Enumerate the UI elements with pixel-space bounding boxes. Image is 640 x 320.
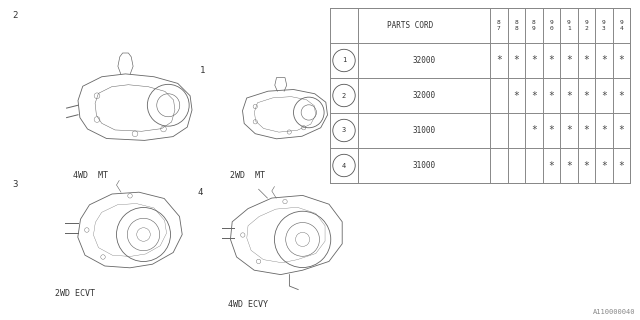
Text: PARTS CORD: PARTS CORD: [387, 21, 433, 30]
Text: *: *: [618, 125, 624, 135]
Text: 1: 1: [200, 66, 205, 75]
Text: *: *: [566, 91, 572, 100]
Text: *: *: [618, 55, 624, 66]
Text: *: *: [583, 125, 589, 135]
Text: 4WD  MT: 4WD MT: [73, 171, 108, 180]
Text: 31000: 31000: [412, 161, 436, 170]
Text: 8
8: 8 8: [515, 20, 518, 31]
Text: 31000: 31000: [412, 126, 436, 135]
Text: *: *: [566, 125, 572, 135]
Text: *: *: [548, 55, 554, 66]
Text: 4: 4: [197, 188, 202, 197]
Text: 9
3: 9 3: [602, 20, 605, 31]
Text: *: *: [548, 91, 554, 100]
Text: A110000040: A110000040: [593, 309, 635, 315]
Text: *: *: [601, 91, 607, 100]
Text: *: *: [601, 161, 607, 171]
Text: *: *: [566, 161, 572, 171]
Text: *: *: [513, 55, 519, 66]
Text: 4WD ECVY: 4WD ECVY: [228, 300, 268, 309]
Bar: [330, 8, 630, 183]
Text: 32000: 32000: [412, 91, 436, 100]
Text: *: *: [531, 91, 537, 100]
Text: *: *: [618, 91, 624, 100]
Text: 2WD  MT: 2WD MT: [230, 171, 265, 180]
Text: 32000: 32000: [412, 56, 436, 65]
Text: 8
9: 8 9: [532, 20, 536, 31]
Text: *: *: [548, 161, 554, 171]
Text: *: *: [566, 55, 572, 66]
Text: 2: 2: [342, 92, 346, 99]
Text: *: *: [583, 55, 589, 66]
Text: 3: 3: [12, 180, 17, 189]
Text: 9
4: 9 4: [620, 20, 623, 31]
Text: *: *: [601, 125, 607, 135]
Text: 9
2: 9 2: [584, 20, 588, 31]
Text: 8
7: 8 7: [497, 20, 500, 31]
Text: *: *: [583, 161, 589, 171]
Text: *: *: [531, 125, 537, 135]
Text: *: *: [531, 55, 537, 66]
Text: 4: 4: [342, 163, 346, 169]
Text: 3: 3: [342, 127, 346, 133]
Text: *: *: [618, 161, 624, 171]
Text: 2WD ECVT: 2WD ECVT: [55, 289, 95, 298]
Text: *: *: [601, 55, 607, 66]
Text: *: *: [548, 125, 554, 135]
Text: 9
0: 9 0: [549, 20, 553, 31]
Text: 1: 1: [342, 58, 346, 63]
Text: *: *: [513, 91, 519, 100]
Text: *: *: [496, 55, 502, 66]
Text: 9
1: 9 1: [567, 20, 571, 31]
Text: 2: 2: [12, 11, 17, 20]
Text: *: *: [583, 91, 589, 100]
